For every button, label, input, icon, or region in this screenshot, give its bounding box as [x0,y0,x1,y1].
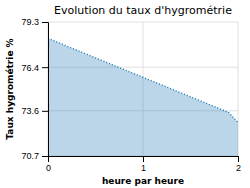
y-axis: 70.7 73.6 76.4 79.3 [21,17,48,161]
plot-area: 0 1 2 70.7 73.6 76.4 79.3 [21,17,241,173]
x-axis-tick: 1 [141,156,146,173]
y-axis-tick: 70.7 [21,151,48,161]
x-axis-tick-label: 0 [46,163,51,173]
y-axis-tick: 79.3 [21,17,48,27]
y-axis-line [42,23,49,157]
x-axis-tick-label: 1 [141,163,146,173]
marks [48,38,238,156]
y-axis-tick-label: 76.4 [21,63,39,73]
grid-line-y [48,22,238,23]
line [48,38,238,122]
y-axis-title: Taux hygrométrie % [5,38,15,139]
y-axis-tick-label: 79.3 [21,17,39,27]
y-axis-tick-label: 70.7 [21,151,39,161]
x-axis-tick-label: 2 [236,163,241,173]
y-axis-tick-mark [42,22,48,23]
x-axis-tick-mark [238,156,239,162]
chart: 0 1 2 70.7 73.6 76.4 79.3 Evolution du taux d'h… [0,0,250,188]
y-axis-tick-mark [42,111,48,112]
x-axis: 0 1 2 [46,156,241,173]
grid [48,22,238,156]
y-axis-tick-label: 73.6 [21,106,39,116]
y-axis-tick-mark [42,156,48,157]
x-axis-tick: 2 [236,156,241,173]
x-axis-tick-mark [143,156,144,162]
x-axis-tick: 0 [46,156,51,173]
title: Evolution du taux d'hygrométrie [54,4,232,17]
y-axis-tick-mark [42,67,48,68]
y-axis-tick: 76.4 [21,63,48,73]
y-axis-tick: 73.6 [21,106,48,116]
x-axis-title: heure par heure [102,176,184,186]
area [48,38,238,156]
x-axis-line [49,157,239,163]
